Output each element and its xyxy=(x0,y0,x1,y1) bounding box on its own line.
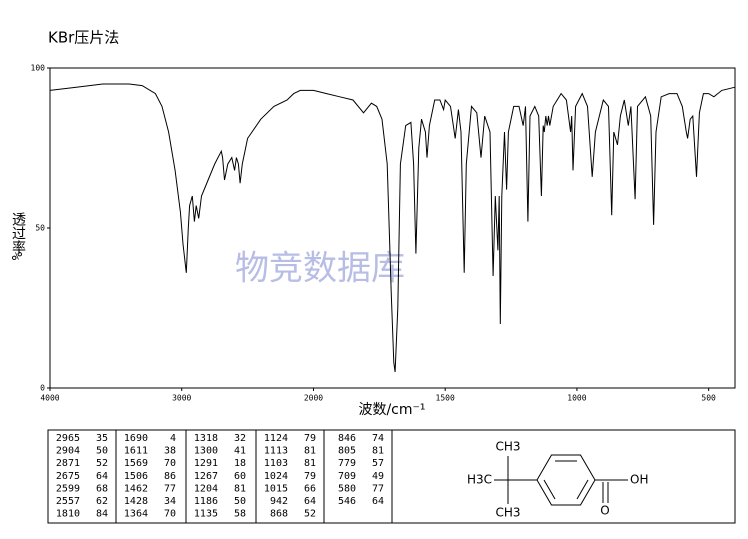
peak-transmittance: 41 xyxy=(234,446,246,457)
peak-transmittance: 66 xyxy=(304,483,316,494)
peak-transmittance: 86 xyxy=(164,471,176,482)
peak-transmittance: 64 xyxy=(96,471,108,482)
x-tick-label: 4000 xyxy=(40,394,59,403)
x-tick-label: 500 xyxy=(701,394,716,403)
peak-transmittance: 57 xyxy=(372,458,384,469)
peak-transmittance: 84 xyxy=(96,509,108,520)
peak-transmittance: 64 xyxy=(372,496,384,507)
watermark: 物竞数据库 xyxy=(235,249,405,289)
peak-wavenumber: 1611 xyxy=(124,446,148,457)
peak-transmittance: 64 xyxy=(304,496,316,507)
peak-wavenumber: 2965 xyxy=(56,433,80,444)
peak-wavenumber: 2871 xyxy=(56,458,80,469)
peak-wavenumber: 1015 xyxy=(264,483,288,494)
peak-transmittance: 77 xyxy=(372,483,384,494)
peak-wavenumber: 1291 xyxy=(194,458,218,469)
peak-wavenumber: 546 xyxy=(338,496,356,507)
peak-transmittance: 52 xyxy=(96,458,108,469)
peak-transmittance: 60 xyxy=(234,471,246,482)
peak-wavenumber: 1113 xyxy=(264,446,288,457)
peak-wavenumber: 805 xyxy=(338,446,356,457)
peak-wavenumber: 1024 xyxy=(264,471,288,482)
x-tick-label: 2000 xyxy=(304,394,323,403)
peak-wavenumber: 1569 xyxy=(124,458,148,469)
peak-wavenumber: 942 xyxy=(270,496,288,507)
peak-transmittance: 32 xyxy=(234,433,246,444)
peak-wavenumber: 2675 xyxy=(56,471,80,482)
peak-transmittance: 79 xyxy=(304,471,316,482)
peak-transmittance: 18 xyxy=(234,458,246,469)
peak-transmittance: 79 xyxy=(304,433,316,444)
peak-wavenumber: 1690 xyxy=(124,433,148,444)
peak-transmittance: 70 xyxy=(164,458,176,469)
peak-transmittance: 81 xyxy=(234,483,246,494)
chart-title: KBr压片法 xyxy=(48,29,119,47)
spectrum-line xyxy=(49,83,736,373)
peak-wavenumber: 1300 xyxy=(194,446,218,457)
structure-label: O xyxy=(600,504,609,518)
structure-label: CH3 xyxy=(495,440,520,454)
peak-transmittance: 58 xyxy=(234,509,246,520)
y-tick-label: 100 xyxy=(31,64,46,73)
peak-transmittance: 77 xyxy=(164,483,176,494)
peak-wavenumber: 1124 xyxy=(264,433,288,444)
peak-transmittance: 34 xyxy=(164,496,176,507)
structure-bonds xyxy=(494,454,628,506)
peak-wavenumber: 1103 xyxy=(264,458,288,469)
peak-wavenumber: 2904 xyxy=(56,446,80,457)
peak-wavenumber: 2557 xyxy=(56,496,80,507)
peak-wavenumber: 868 xyxy=(270,509,288,520)
structure-label: OH xyxy=(630,473,648,487)
peak-wavenumber: 1428 xyxy=(124,496,148,507)
x-tick-label: 1500 xyxy=(436,394,455,403)
peak-wavenumber: 2599 xyxy=(56,483,80,494)
peak-wavenumber: 709 xyxy=(338,471,356,482)
y-tick-label: 0 xyxy=(40,384,45,393)
peak-transmittance: 50 xyxy=(234,496,246,507)
peak-wavenumber: 1318 xyxy=(194,433,218,444)
peak-transmittance: 81 xyxy=(372,446,384,457)
peak-transmittance: 52 xyxy=(304,509,316,520)
structure-label: H3C xyxy=(467,473,492,487)
peak-wavenumber: 1204 xyxy=(194,483,218,494)
structure-label: CH3 xyxy=(495,506,520,520)
peak-transmittance: 38 xyxy=(164,446,176,457)
x-tick-label: 3000 xyxy=(172,394,191,403)
peak-wavenumber: 1135 xyxy=(194,509,218,520)
peak-transmittance: 68 xyxy=(96,483,108,494)
peak-wavenumber: 1267 xyxy=(194,471,218,482)
peak-transmittance: 62 xyxy=(96,496,108,507)
peak-wavenumber: 1462 xyxy=(124,483,148,494)
peak-wavenumber: 1186 xyxy=(194,496,218,507)
peak-wavenumber: 580 xyxy=(338,483,356,494)
peak-transmittance: 35 xyxy=(96,433,108,444)
peak-transmittance: 49 xyxy=(372,471,384,482)
peak-transmittance: 4 xyxy=(170,433,176,444)
x-axis-label: 波数/cm⁻¹ xyxy=(358,402,425,418)
peak-transmittance: 50 xyxy=(96,446,108,457)
peak-transmittance: 81 xyxy=(304,446,316,457)
x-tick-label: 1000 xyxy=(567,394,586,403)
peak-wavenumber: 1364 xyxy=(124,509,148,520)
y-tick-label: 50 xyxy=(35,224,45,233)
peak-wavenumber: 846 xyxy=(338,433,356,444)
peak-transmittance: 70 xyxy=(164,509,176,520)
peak-transmittance: 74 xyxy=(372,433,384,444)
y-axis-unit: % xyxy=(10,251,26,260)
peak-wavenumber: 1810 xyxy=(56,509,80,520)
peak-wavenumber: 1506 xyxy=(124,471,148,482)
peak-wavenumber: 779 xyxy=(338,458,356,469)
y-axis-label: 透过率 xyxy=(10,212,26,254)
peak-transmittance: 81 xyxy=(304,458,316,469)
